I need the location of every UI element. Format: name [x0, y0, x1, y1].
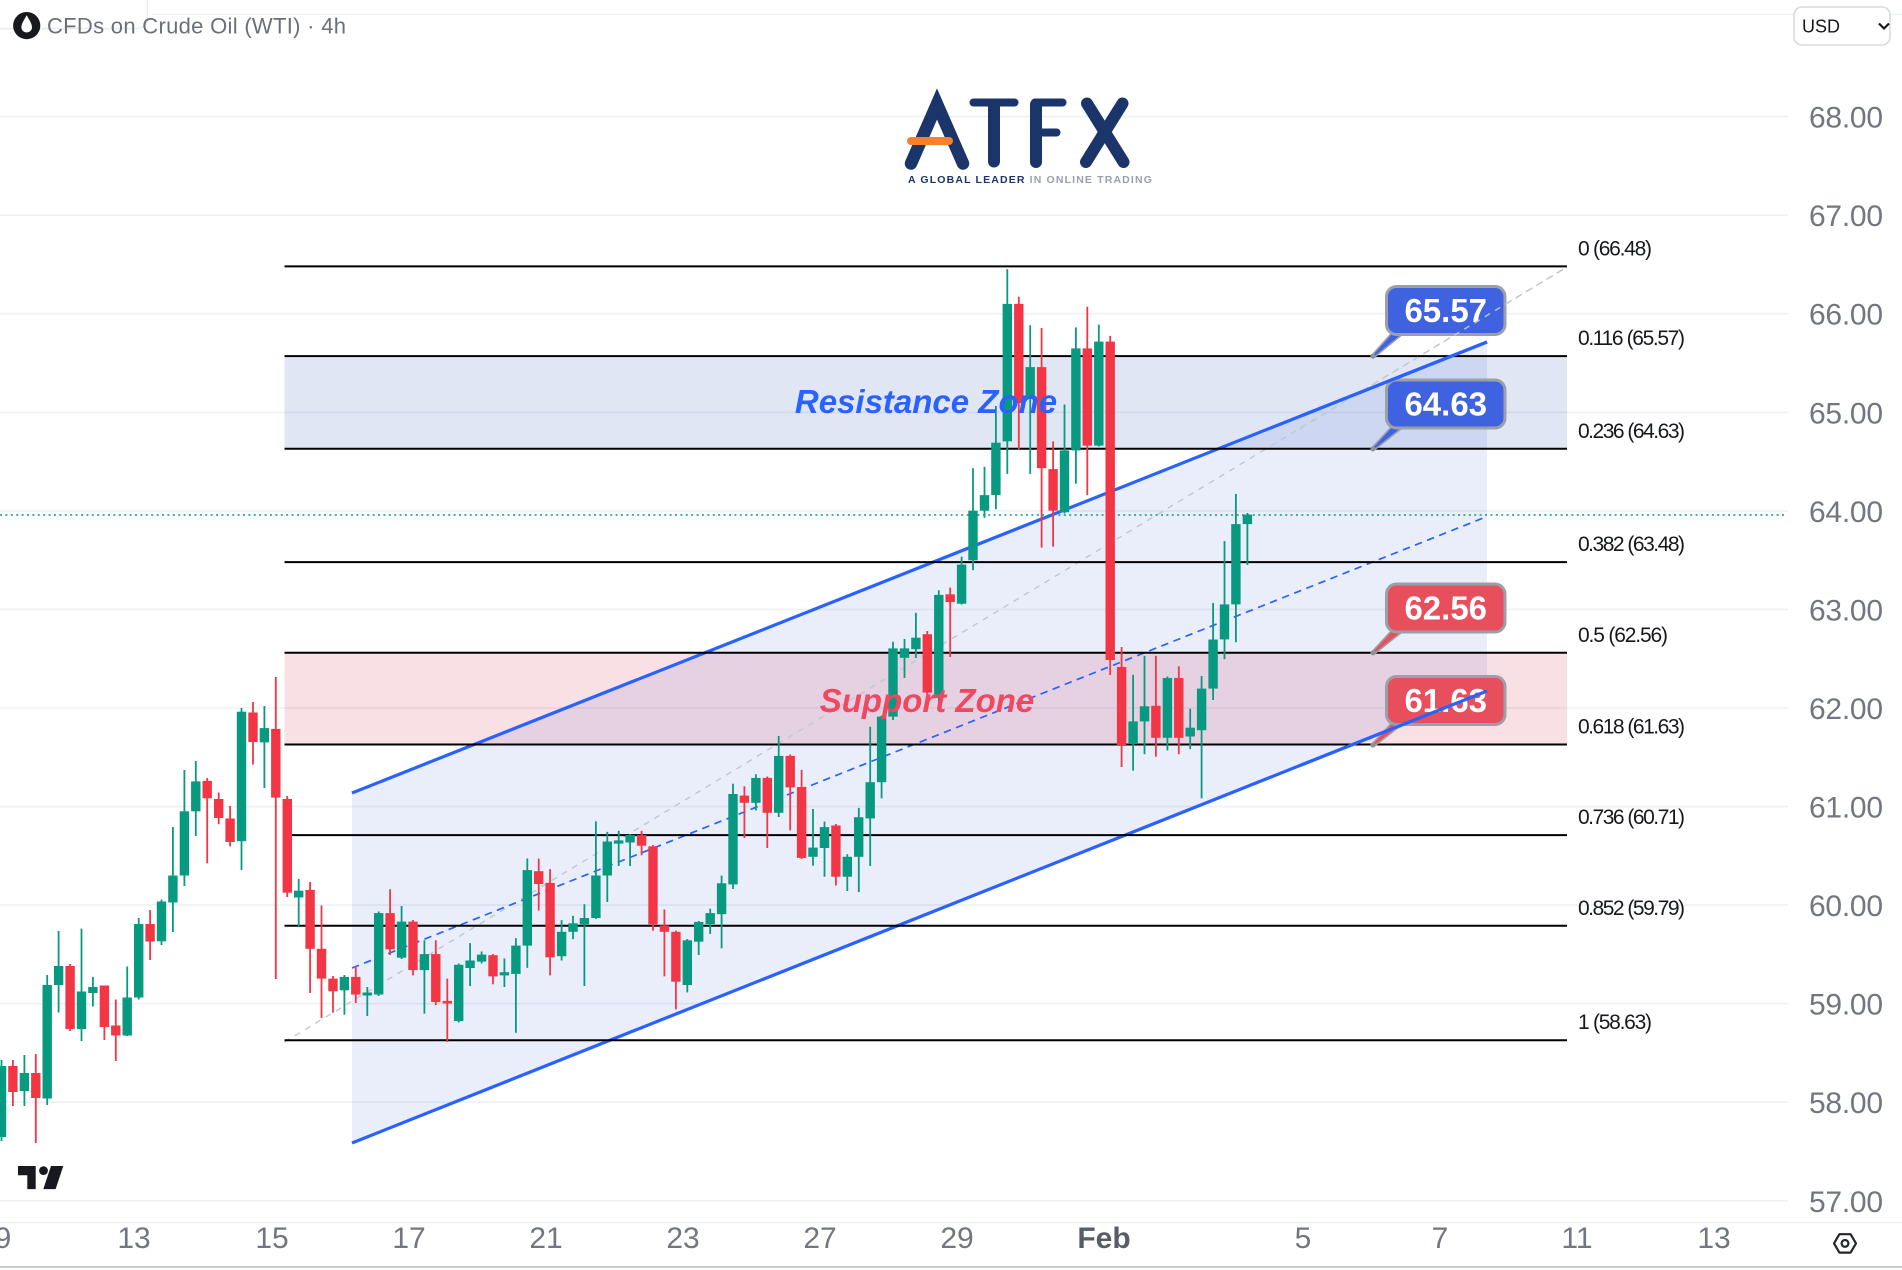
svg-text:60.00: 60.00	[1809, 890, 1883, 923]
svg-text:64.00: 64.00	[1809, 496, 1883, 529]
svg-text:0.236 (64.63): 0.236 (64.63)	[1578, 420, 1685, 443]
svg-text:1 (58.63): 1 (58.63)	[1578, 1011, 1652, 1034]
svg-text:62.00: 62.00	[1809, 693, 1883, 726]
svg-text:65.00: 65.00	[1809, 397, 1883, 430]
svg-text:65.57: 65.57	[1404, 292, 1487, 329]
svg-text:0.382 (63.48): 0.382 (63.48)	[1578, 533, 1685, 556]
svg-text:13: 13	[1697, 1222, 1730, 1255]
svg-text:A GLOBAL LEADER IN ONLINE TRAD: A GLOBAL LEADER IN ONLINE TRADING	[908, 174, 1153, 186]
svg-text:27: 27	[803, 1222, 836, 1255]
svg-text:0.116 (65.57): 0.116 (65.57)	[1578, 327, 1685, 350]
svg-text:68.00: 68.00	[1809, 102, 1883, 135]
svg-text:64.63: 64.63	[1404, 386, 1487, 423]
svg-text:66.00: 66.00	[1809, 299, 1883, 332]
svg-text:61.63: 61.63	[1404, 682, 1487, 719]
svg-text:58.00: 58.00	[1809, 1087, 1883, 1120]
svg-text:15: 15	[255, 1222, 288, 1255]
svg-text:57.00: 57.00	[1809, 1186, 1883, 1219]
svg-text:7: 7	[1432, 1222, 1449, 1255]
svg-text:9: 9	[0, 1222, 11, 1255]
svg-text:0.852 (59.79): 0.852 (59.79)	[1578, 897, 1685, 920]
svg-text:0.5 (62.56): 0.5 (62.56)	[1578, 624, 1668, 647]
svg-text:62.56: 62.56	[1404, 590, 1487, 627]
svg-text:0.618 (61.63): 0.618 (61.63)	[1578, 716, 1685, 739]
svg-text:17: 17	[392, 1222, 425, 1255]
svg-text:0.736 (60.71): 0.736 (60.71)	[1578, 806, 1685, 829]
svg-text:29: 29	[940, 1222, 973, 1255]
svg-text:USD: USD	[1802, 17, 1840, 37]
svg-text:13: 13	[117, 1222, 150, 1255]
svg-text:5: 5	[1295, 1222, 1312, 1255]
svg-text:0 (66.48): 0 (66.48)	[1578, 237, 1652, 260]
svg-text:63.00: 63.00	[1809, 594, 1883, 627]
svg-text:11: 11	[1561, 1222, 1592, 1255]
svg-text:Feb: Feb	[1077, 1222, 1130, 1255]
svg-text:23: 23	[666, 1222, 699, 1255]
svg-text:67.00: 67.00	[1809, 200, 1883, 233]
svg-text:CFDs on Crude Oil (WTI) · 4h: CFDs on Crude Oil (WTI) · 4h	[47, 14, 346, 39]
svg-text:59.00: 59.00	[1809, 989, 1883, 1022]
svg-text:Support Zone: Support Zone	[820, 682, 1034, 719]
svg-text:Resistance Zone: Resistance Zone	[795, 383, 1057, 420]
svg-text:21: 21	[529, 1222, 562, 1255]
svg-text:61.00: 61.00	[1809, 792, 1883, 825]
